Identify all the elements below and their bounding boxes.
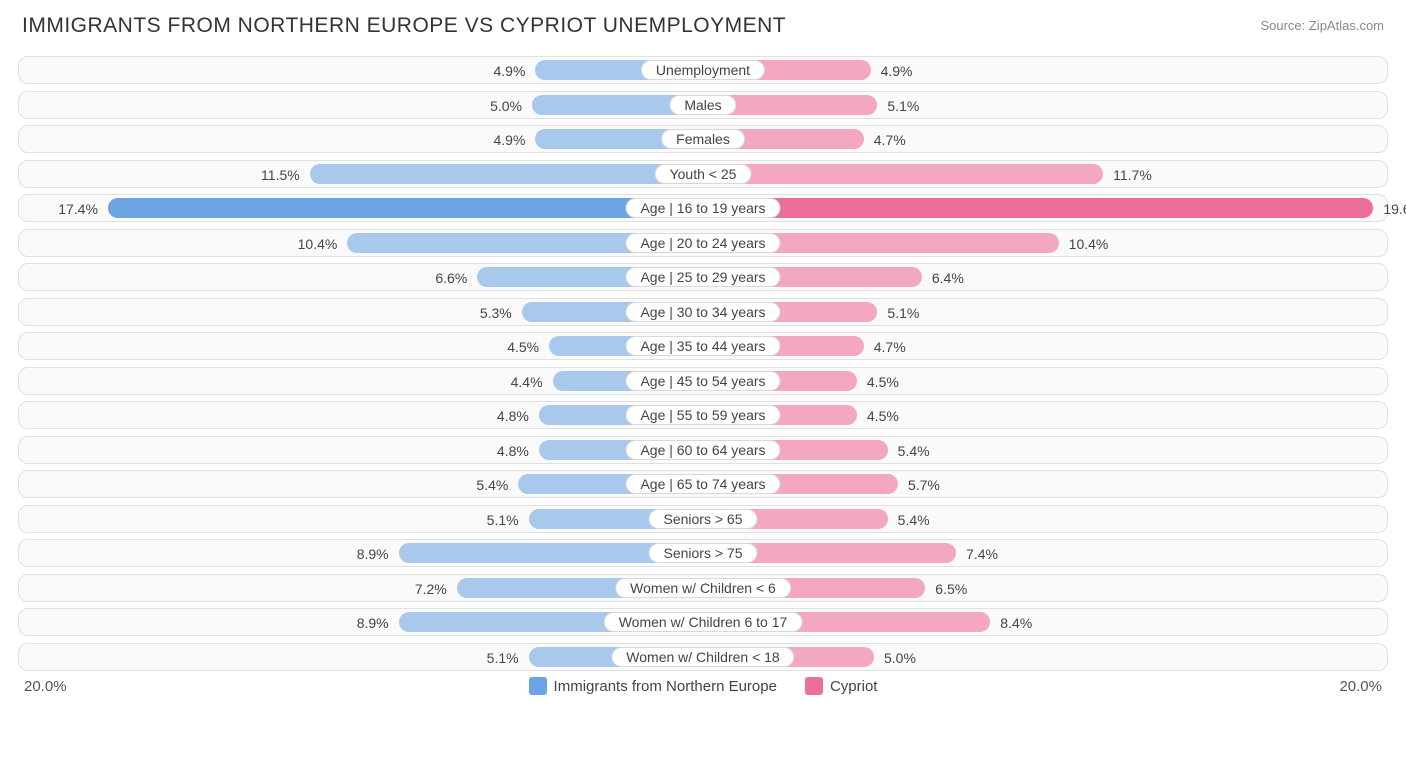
chart-row: 5.4% 5.7% Age | 65 to 74 years: [18, 470, 1388, 498]
row-label: Age | 55 to 59 years: [625, 405, 780, 425]
chart-row: 4.9% 4.7% Females: [18, 125, 1388, 153]
chart-row: 4.9% 4.9% Unemployment: [18, 56, 1388, 84]
row-label: Age | 60 to 64 years: [625, 440, 780, 460]
row-label: Age | 16 to 19 years: [625, 198, 780, 218]
value-left: 5.1%: [487, 644, 519, 672]
value-right: 10.4%: [1069, 230, 1109, 258]
value-left: 8.9%: [357, 540, 389, 568]
value-left: 4.4%: [511, 368, 543, 396]
value-right: 5.1%: [887, 92, 919, 120]
value-right: 4.7%: [874, 126, 906, 154]
chart-row: 4.8% 4.5% Age | 55 to 59 years: [18, 401, 1388, 429]
value-right: 8.4%: [1000, 609, 1032, 637]
chart-row: 5.0% 5.1% Males: [18, 91, 1388, 119]
value-right: 5.4%: [898, 437, 930, 465]
bar-left: [310, 164, 703, 184]
value-right: 4.5%: [867, 368, 899, 396]
value-left: 17.4%: [58, 195, 98, 223]
row-label: Age | 65 to 74 years: [625, 474, 780, 494]
axis-max-left: 20.0%: [24, 678, 67, 695]
axis-max-right: 20.0%: [1339, 678, 1382, 695]
value-left: 5.0%: [490, 92, 522, 120]
value-left: 11.5%: [261, 161, 300, 189]
value-left: 4.8%: [497, 437, 529, 465]
value-right: 6.5%: [935, 575, 967, 603]
value-left: 7.2%: [415, 575, 447, 603]
row-label: Women w/ Children 6 to 17: [604, 612, 803, 632]
value-left: 4.8%: [497, 402, 529, 430]
value-left: 8.9%: [357, 609, 389, 637]
value-right: 19.6%: [1383, 195, 1406, 223]
legend-swatch-right: [805, 677, 823, 695]
chart-row: 8.9% 7.4% Seniors > 75: [18, 539, 1388, 567]
value-right: 4.9%: [881, 57, 913, 85]
chart-legend: Immigrants from Northern Europe Cypriot: [529, 677, 878, 695]
chart-row: 10.4% 10.4% Age | 20 to 24 years: [18, 229, 1388, 257]
legend-label-left: Immigrants from Northern Europe: [554, 678, 777, 695]
legend-swatch-left: [529, 677, 547, 695]
bar-left: [108, 198, 703, 218]
value-left: 5.4%: [476, 471, 508, 499]
value-left: 6.6%: [435, 264, 467, 292]
value-right: 6.4%: [932, 264, 964, 292]
row-label: Females: [661, 129, 745, 149]
row-label: Age | 35 to 44 years: [625, 336, 780, 356]
row-label: Unemployment: [641, 60, 765, 80]
value-right: 4.7%: [874, 333, 906, 361]
chart-row: 4.8% 5.4% Age | 60 to 64 years: [18, 436, 1388, 464]
row-label: Seniors > 75: [649, 543, 758, 563]
chart-row: 17.4%19.6%Age | 16 to 19 years: [18, 194, 1388, 222]
row-label: Women w/ Children < 6: [615, 578, 791, 598]
chart-row: 6.6% 6.4% Age | 25 to 29 years: [18, 263, 1388, 291]
chart-row: 11.5% 11.7% Youth < 25: [18, 160, 1388, 188]
row-label: Youth < 25: [655, 164, 752, 184]
legend-item-left: Immigrants from Northern Europe: [529, 677, 777, 695]
chart-row: 7.2% 6.5% Women w/ Children < 6: [18, 574, 1388, 602]
value-left: 4.5%: [507, 333, 539, 361]
row-label: Seniors > 65: [649, 509, 758, 529]
row-label: Age | 20 to 24 years: [625, 233, 780, 253]
chart-row: 8.9% 8.4% Women w/ Children 6 to 17: [18, 608, 1388, 636]
row-label: Males: [669, 95, 736, 115]
chart-header: IMMIGRANTS FROM NORTHERN EUROPE VS CYPRI…: [18, 14, 1388, 38]
chart-row: 5.3% 5.1% Age | 30 to 34 years: [18, 298, 1388, 326]
row-label: Age | 45 to 54 years: [625, 371, 780, 391]
chart-row: 4.5% 4.7% Age | 35 to 44 years: [18, 332, 1388, 360]
value-left: 5.1%: [487, 506, 519, 534]
value-right: 5.4%: [898, 506, 930, 534]
legend-label-right: Cypriot: [830, 678, 878, 695]
value-left: 5.3%: [480, 299, 512, 327]
value-right: 7.4%: [966, 540, 998, 568]
chart-footer: 20.0% Immigrants from Northern Europe Cy…: [18, 677, 1388, 695]
value-right: 5.0%: [884, 644, 916, 672]
chart-body: 4.9% 4.9% Unemployment 5.0% 5.1% Males 4.9% 4.7…: [18, 56, 1388, 671]
bar-right: [703, 164, 1103, 184]
value-right: 5.7%: [908, 471, 940, 499]
row-label: Age | 25 to 29 years: [625, 267, 780, 287]
value-right: 11.7%: [1113, 161, 1152, 189]
row-label: Women w/ Children < 18: [611, 647, 794, 667]
bar-right: [703, 198, 1373, 218]
chart-row: 5.1% 5.4% Seniors > 65: [18, 505, 1388, 533]
value-left: 10.4%: [298, 230, 338, 258]
chart-row: 4.4% 4.5% Age | 45 to 54 years: [18, 367, 1388, 395]
value-left: 4.9%: [494, 126, 526, 154]
chart-source: Source: ZipAtlas.com: [1260, 18, 1384, 33]
value-left: 4.9%: [494, 57, 526, 85]
row-label: Age | 30 to 34 years: [625, 302, 780, 322]
legend-item-right: Cypriot: [805, 677, 878, 695]
chart-row: 5.1% 5.0% Women w/ Children < 18: [18, 643, 1388, 671]
value-right: 4.5%: [867, 402, 899, 430]
value-right: 5.1%: [887, 299, 919, 327]
chart-title: IMMIGRANTS FROM NORTHERN EUROPE VS CYPRI…: [22, 14, 786, 38]
